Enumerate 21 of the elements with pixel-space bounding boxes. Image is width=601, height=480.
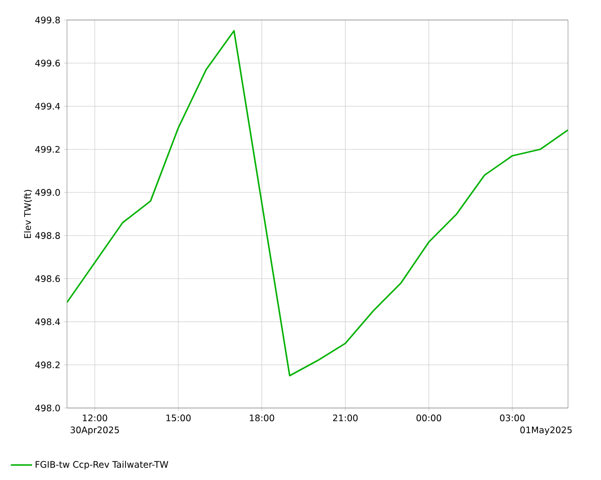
- y-tick-label: 498.4: [35, 318, 60, 326]
- x-tick-label: 00:00: [416, 414, 442, 422]
- y-tick-label: 498.8: [35, 232, 60, 239]
- y-tick-label: 499.0: [35, 189, 60, 196]
- text: 01May2025: [520, 426, 572, 436]
- y-tick-label: 499.4: [35, 102, 60, 110]
- x-tick-label: 03:00: [500, 414, 525, 422]
- x-tick-label: 12:00: [82, 414, 108, 422]
- y-tick-label: 499.8: [35, 16, 60, 24]
- text: 30Apr2025: [70, 426, 119, 436]
- y-tick-label: 499.2: [35, 146, 60, 153]
- line-series: [67, 30, 568, 376]
- x-tick-label: 18:00: [250, 414, 274, 422]
- y-axis-title: Elev TW(ft): [24, 190, 32, 238]
- x-tick-label: 21:00: [333, 414, 358, 422]
- y-tick-label: 498.2: [35, 361, 60, 368]
- y-tick-label: 498.0: [35, 404, 60, 412]
- x-tick-label: 15:00: [166, 414, 191, 422]
- y-tick-label: 499.6: [35, 60, 60, 66]
- y-tick-label: 498.6: [35, 275, 60, 282]
- legend-label: FGIB-tw Ccp-Rev Tailwater-TW: [36, 460, 168, 470]
